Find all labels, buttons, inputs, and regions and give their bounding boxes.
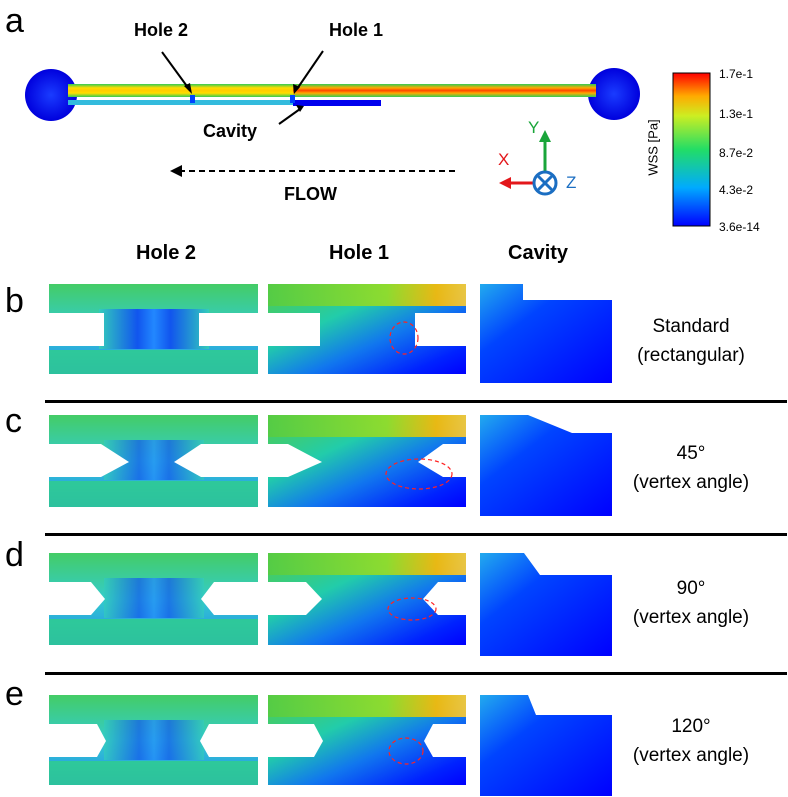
- colorbar-tick-5: 3.6e-14: [719, 220, 760, 234]
- cavity-map-rectangular: [480, 284, 612, 383]
- wss-colorbar: [672, 72, 711, 227]
- cavity-map-45deg: [480, 415, 612, 516]
- row-description-d: 90° (vertex angle): [632, 578, 750, 628]
- vortex-region-c: [385, 458, 453, 490]
- row-separator: [45, 672, 787, 675]
- colorbar-tick-1: 1.7e-1: [719, 67, 754, 81]
- hole1-map-120deg: [268, 695, 466, 785]
- row-separator: [45, 400, 787, 403]
- vortex-region-b: [389, 321, 419, 355]
- hole2-map-rectangular: [49, 284, 258, 374]
- hole2-marker: [190, 95, 195, 103]
- label-cavity: Cavity: [203, 121, 258, 141]
- lower-channel: [68, 100, 293, 105]
- row-description-c: 45° (vertex angle): [632, 443, 750, 493]
- hole2-map-45deg: [49, 415, 258, 507]
- hole1-map-45deg: [268, 415, 466, 507]
- panel-letter-c: c: [5, 402, 22, 440]
- hole2-map-120deg: [49, 695, 258, 785]
- row-description-e: 120° (vertex angle): [632, 716, 750, 766]
- main-channel-downstream: [293, 84, 596, 97]
- outlet-reservoir: [588, 68, 640, 120]
- label-flow: FLOW: [284, 184, 337, 204]
- hole1-marker: [290, 95, 295, 103]
- column-header-cavity: Cavity: [508, 242, 569, 264]
- label-hole1: Hole 1: [329, 20, 384, 40]
- panel-letter-a: a: [5, 2, 24, 40]
- colorbar-tick-2: 1.3e-1: [719, 107, 754, 121]
- column-header-hole1: Hole 1: [329, 242, 390, 264]
- label-hole2: Hole 2: [134, 20, 189, 40]
- hole1-map-rectangular: [268, 284, 466, 374]
- vortex-region-e: [388, 737, 424, 765]
- cavity-map-90deg: [480, 553, 612, 656]
- cavity-map-120deg: [480, 695, 612, 796]
- panel-letter-b: b: [5, 282, 24, 320]
- colorbar-title: WSS [Pa]: [645, 119, 661, 176]
- row-separator: [45, 533, 787, 536]
- cavity-strip: [293, 100, 381, 106]
- column-header-hole2: Hole 2: [136, 242, 197, 264]
- row-description-b: Standard (rectangular): [637, 316, 745, 366]
- colorbar-tick-3: 8.7e-2: [719, 146, 754, 160]
- hole2-map-90deg: [49, 553, 258, 645]
- colorbar-tick-4: 4.3e-2: [719, 183, 754, 197]
- axis-x-label: X: [498, 150, 510, 169]
- main-channel: [68, 84, 293, 97]
- panel-letter-e: e: [5, 675, 24, 713]
- axis-y-label: Y: [528, 118, 540, 137]
- axis-z-label: Z: [566, 173, 577, 192]
- vortex-region-d: [387, 597, 437, 621]
- hole1-map-90deg: [268, 553, 466, 645]
- microchannel-overview: [25, 50, 640, 196]
- panel-letter-d: d: [5, 536, 24, 574]
- inlet-reservoir: [25, 69, 77, 121]
